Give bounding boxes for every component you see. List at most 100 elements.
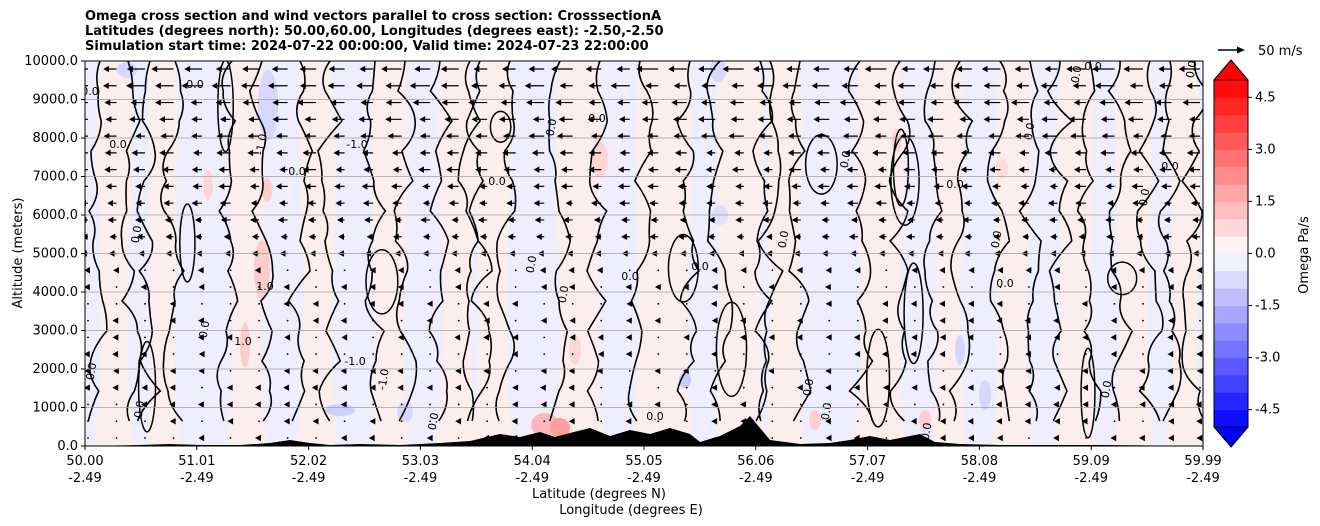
wind-vector (278, 199, 288, 207)
wind-vector (455, 384, 461, 391)
contour-label: 0.0 (1184, 60, 1200, 79)
wind-vector (846, 166, 858, 173)
wind-vector (816, 132, 830, 140)
colorbar: -4.5 -3.0 -1.5 0.0 1.5 3.0 4.5 50 m/s (1213, 44, 1303, 448)
contour-line (1157, 61, 1182, 422)
wind-vector (796, 334, 803, 341)
wind-vector (1113, 370, 1116, 372)
wind-vector (1070, 132, 1086, 140)
wind-vector (788, 132, 801, 140)
contour-label: 0.0 (84, 362, 100, 381)
wind-vector (856, 370, 859, 372)
contour-loop (365, 248, 399, 315)
colorbar-level (1214, 114, 1248, 133)
wind-vector (540, 367, 547, 375)
chart-title: Omega cross section and wind vectors par… (85, 9, 664, 54)
wind-vector (1066, 65, 1086, 73)
wind-vector (454, 334, 461, 341)
wind-vector (787, 149, 801, 157)
wind-vector (874, 82, 887, 89)
x-tick-label-lon: -2.49 (739, 471, 773, 486)
wind-vector (457, 437, 460, 439)
wind-vector (165, 233, 174, 240)
wind-vector (267, 82, 288, 89)
wind-vector (968, 267, 975, 274)
wind-vector (115, 403, 118, 406)
wind-vector (911, 384, 918, 391)
y-tick-label: 7000.0 (33, 170, 79, 185)
wind-vector (335, 199, 345, 207)
wind-vector (429, 269, 432, 272)
wind-vector (828, 353, 831, 356)
wind-vector (1056, 353, 1059, 356)
wind-vector (1020, 183, 1029, 190)
wind-vector (429, 403, 432, 406)
wind-vector (1132, 199, 1143, 207)
wind-vector (740, 267, 747, 274)
contour-line (586, 61, 609, 422)
wind-vector (479, 199, 488, 207)
wind-vector (1044, 65, 1058, 73)
wind-vector (441, 99, 459, 106)
contour-line (465, 61, 493, 422)
wind-vector (996, 434, 1003, 442)
contour-line (362, 61, 387, 422)
wind-vector (540, 283, 547, 291)
wind-vector (191, 166, 203, 173)
wind-vector (1163, 216, 1172, 224)
y-tick-label: 4000.0 (33, 285, 79, 300)
x-tick-label-lon: -2.49 (851, 471, 885, 486)
contour-label: 0.0 (556, 285, 572, 304)
wind-vector (600, 403, 603, 406)
wind-vector (451, 216, 459, 224)
wind-vector (512, 384, 519, 391)
omega-blob (979, 380, 991, 410)
wind-vector (1074, 183, 1086, 190)
title-line-1: Omega cross section and wind vectors par… (85, 9, 662, 24)
wind-vector (1142, 336, 1144, 339)
wind-vector (297, 99, 317, 106)
wind-vector (929, 82, 944, 89)
wind-vector (391, 183, 402, 190)
wind-vector (85, 152, 88, 154)
colorbar-level (1214, 218, 1248, 237)
wind-vector (1056, 370, 1059, 372)
wind-vector (254, 384, 261, 391)
wind-vector (649, 233, 659, 240)
wind-vector (674, 166, 687, 173)
wind-vector (555, 99, 573, 106)
wind-vector (999, 336, 1002, 339)
y-tick-label: 3000.0 (33, 324, 79, 339)
wind-vector (372, 319, 375, 322)
wind-vector (1018, 166, 1029, 173)
wind-vector (312, 418, 319, 425)
wind-vector (568, 283, 575, 291)
wind-vector (796, 384, 803, 391)
omega-blob (254, 240, 270, 300)
wind-vector (372, 336, 375, 339)
wind-vector (312, 367, 319, 375)
wind-vector (729, 99, 744, 106)
x-axis-label-lat: Latitude (degrees N) (532, 487, 666, 502)
wind-vector (198, 434, 205, 442)
wind-vector (856, 420, 859, 423)
wind-vector (1105, 216, 1115, 224)
wind-vector (334, 183, 345, 190)
wind-vector (856, 319, 859, 322)
omega-blob (240, 323, 250, 367)
wind-vector (654, 367, 661, 375)
wind-vector (799, 403, 802, 406)
wind-vector (1053, 267, 1060, 274)
wind-vector (816, 149, 830, 157)
wind-vector (657, 386, 660, 389)
wind-vector (500, 99, 516, 106)
wind-vector (486, 353, 489, 356)
wind-vector (1110, 401, 1117, 408)
wind-vector (930, 149, 944, 157)
wind-vector (1044, 149, 1058, 157)
wind-vector (734, 149, 744, 157)
wind-vector (1081, 300, 1088, 308)
wind-vector (1043, 99, 1058, 106)
wind-vector (446, 149, 459, 157)
wind-vector (195, 233, 203, 240)
